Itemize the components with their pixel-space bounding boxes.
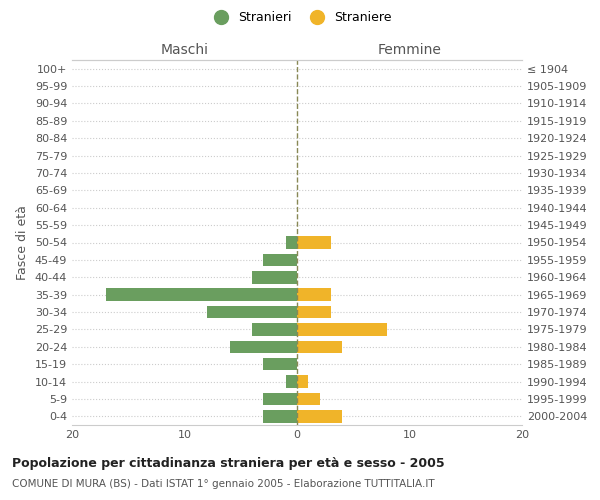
- Bar: [286, 236, 297, 249]
- Bar: [297, 306, 331, 318]
- Legend: Stranieri, Straniere: Stranieri, Straniere: [203, 6, 397, 29]
- Bar: [229, 340, 297, 353]
- Bar: [297, 410, 342, 422]
- Text: Popolazione per cittadinanza straniera per età e sesso - 2005: Popolazione per cittadinanza straniera p…: [12, 458, 445, 470]
- Bar: [286, 376, 297, 388]
- Bar: [252, 271, 297, 283]
- Bar: [297, 236, 331, 249]
- Bar: [297, 340, 342, 353]
- Bar: [297, 376, 308, 388]
- Bar: [106, 288, 297, 301]
- Bar: [297, 288, 331, 301]
- Bar: [263, 358, 297, 370]
- Bar: [297, 323, 387, 336]
- Bar: [263, 410, 297, 422]
- Bar: [263, 392, 297, 405]
- Y-axis label: Fasce di età: Fasce di età: [16, 205, 29, 280]
- Bar: [297, 392, 320, 405]
- Bar: [252, 323, 297, 336]
- Text: COMUNE DI MURA (BS) - Dati ISTAT 1° gennaio 2005 - Elaborazione TUTTITALIA.IT: COMUNE DI MURA (BS) - Dati ISTAT 1° genn…: [12, 479, 434, 489]
- Text: Maschi: Maschi: [161, 42, 209, 56]
- Bar: [207, 306, 297, 318]
- Bar: [263, 254, 297, 266]
- Text: Femmine: Femmine: [377, 42, 442, 56]
